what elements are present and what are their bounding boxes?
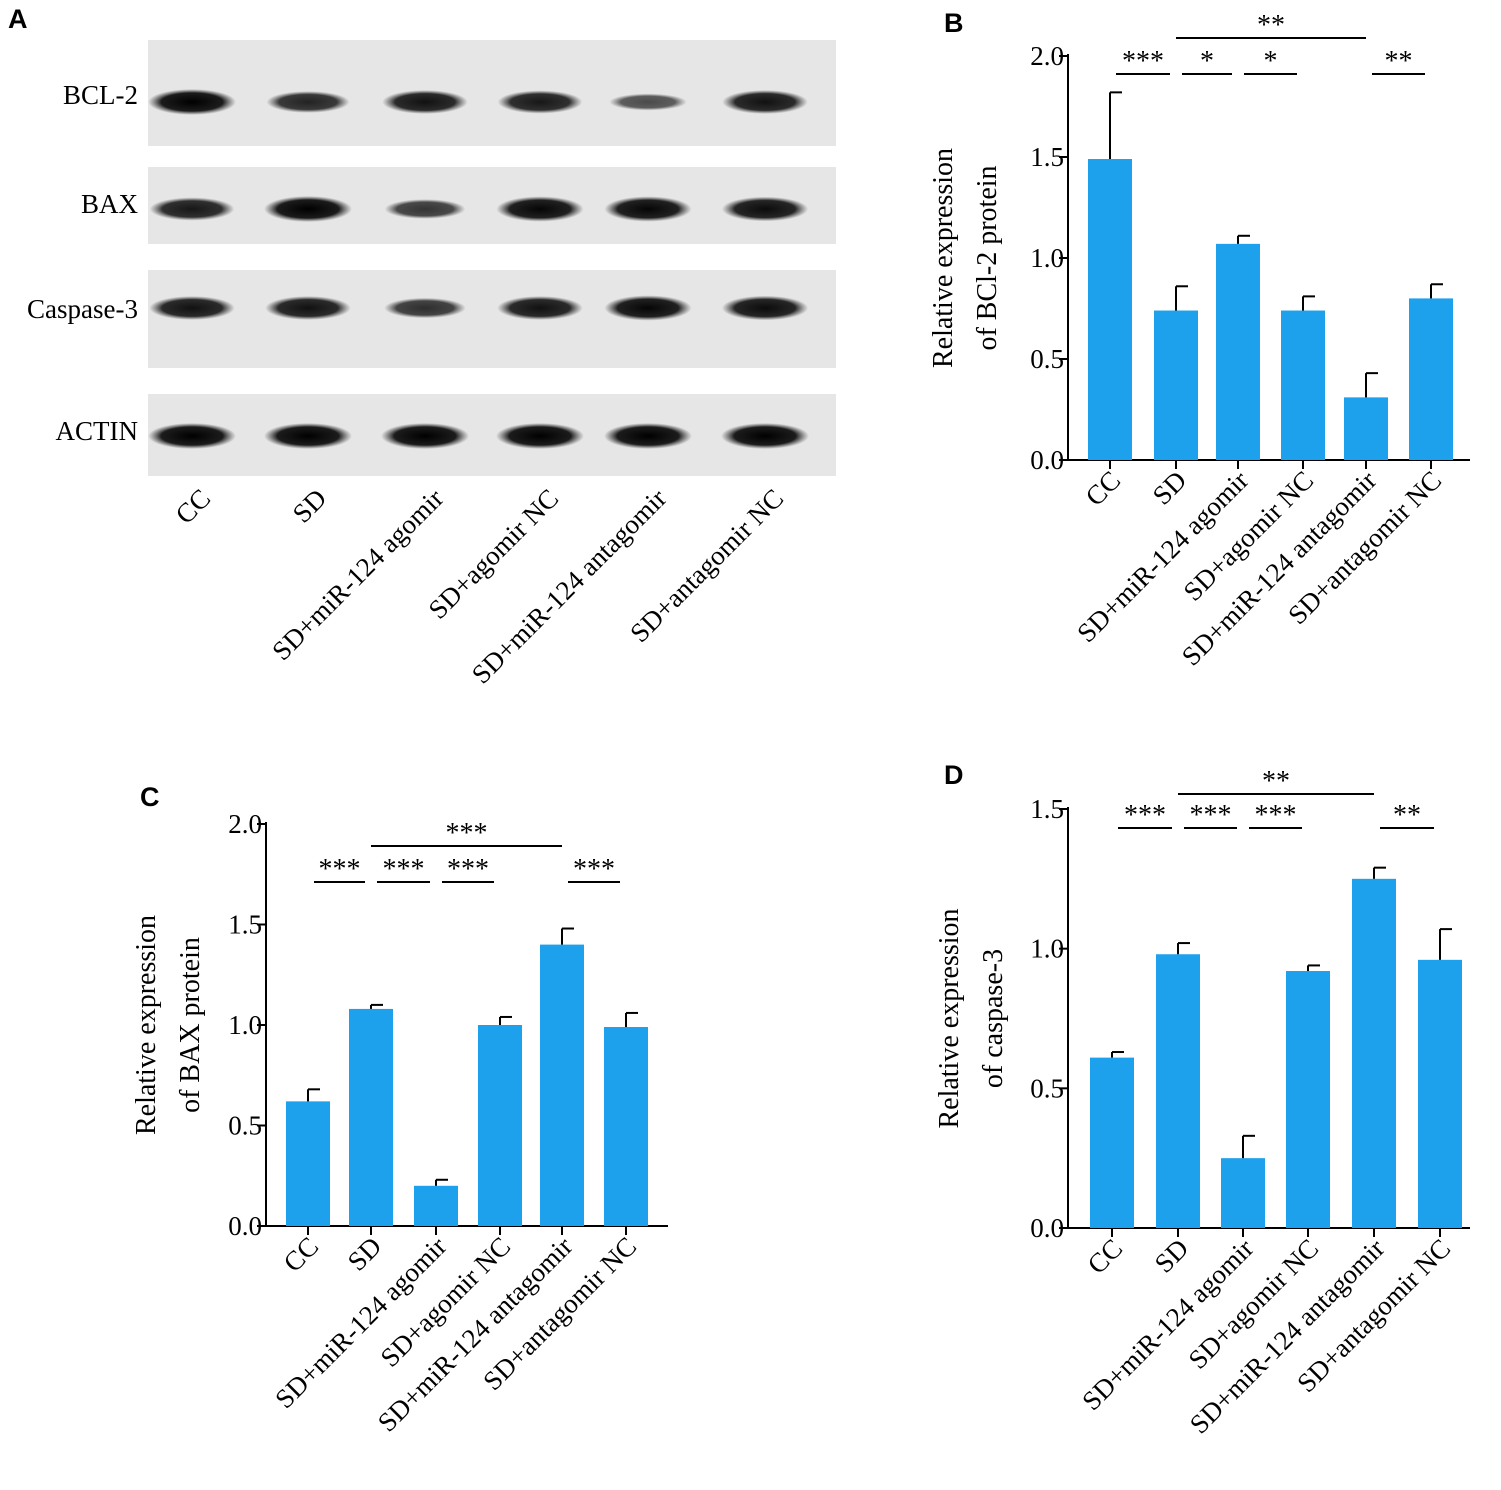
blot-protein-label: BCL-2 (63, 80, 138, 110)
blot-band (609, 93, 687, 111)
blot-band (721, 295, 809, 321)
panel-label-c: C (140, 782, 160, 812)
significance-label: *** (1124, 800, 1166, 831)
blot-protein-label: BAX (81, 189, 139, 219)
y-tick-label: 1.0 (228, 1010, 262, 1040)
blot-band (149, 296, 235, 320)
panel-label-a: A (8, 4, 28, 34)
y-tick-label: 2.0 (228, 809, 262, 839)
blot-strip-0 (148, 40, 836, 146)
y-tick-label: 1.5 (228, 910, 262, 940)
significance-label: * (1200, 46, 1214, 77)
y-axis-label: Relative expression (934, 908, 965, 1128)
bar-sd-mir-124-antagomir (1344, 397, 1388, 460)
blot-band (722, 90, 808, 114)
blot-band (148, 423, 236, 449)
x-tick-label: CC (1082, 1233, 1129, 1280)
blot-band (264, 423, 352, 449)
blot-strip-1 (148, 167, 836, 244)
blot-strip-2 (148, 270, 836, 368)
y-tick-label: 1.0 (1030, 243, 1064, 273)
y-axis-label: of caspase-3 (978, 949, 1009, 1088)
panel-label-b: B (944, 8, 964, 38)
bar-sd-mir-124-antagomir (1352, 878, 1396, 1228)
significance-label: *** (1255, 800, 1297, 831)
y-tick-label: 0.0 (228, 1211, 262, 1241)
bar-sd (1154, 310, 1198, 460)
blot-protein-label: ACTIN (56, 416, 139, 446)
blot-band (604, 196, 692, 222)
blot-band (149, 197, 235, 221)
bar-sd-mir-124-agomir (1216, 243, 1260, 460)
blot-band (496, 423, 584, 449)
bar-sd (1156, 954, 1200, 1228)
bar-cc (1090, 1057, 1134, 1228)
y-tick-label: 0.5 (1030, 344, 1064, 374)
significance-label: *** (383, 854, 425, 885)
bar-sd (349, 1008, 393, 1226)
blot-protein-label: Caspase-3 (27, 294, 138, 324)
significance-label: *** (446, 818, 488, 849)
bar-cc (1088, 159, 1132, 460)
bar-sd-agomir-nc (1286, 971, 1330, 1228)
y-axis-label: of BCl-2 protein (972, 165, 1003, 350)
blot-band (497, 296, 583, 320)
blot-band (721, 196, 809, 222)
blot-band (381, 423, 469, 449)
y-tick-label: 1.0 (1030, 934, 1064, 964)
bar-cc (286, 1101, 330, 1226)
bar-sd-antagomir-nc (604, 1027, 648, 1226)
y-tick-label: 0.5 (228, 1111, 262, 1141)
blot-band (497, 90, 583, 114)
significance-label: * (1264, 46, 1278, 77)
x-tick-label: SD (1149, 1233, 1195, 1279)
blot-band (264, 196, 352, 222)
bar-sd-agomir-nc (478, 1025, 522, 1226)
significance-label: ** (1262, 766, 1290, 797)
significance-label: *** (1122, 46, 1164, 77)
bar-sd-antagomir-nc (1409, 298, 1453, 460)
blot-band (148, 89, 236, 115)
y-axis-label: Relative expression (131, 915, 162, 1135)
significance-label: *** (573, 854, 615, 885)
bar-sd-mir-124-agomir (1221, 1158, 1265, 1228)
blot-band (721, 423, 809, 449)
y-axis-label: Relative expression (928, 148, 959, 368)
blot-band (604, 423, 692, 449)
bar-sd-mir-124-antagomir (540, 944, 584, 1226)
blot-band (604, 295, 692, 321)
blot-band (382, 90, 468, 114)
significance-label: ** (1393, 800, 1421, 831)
blot-band (384, 297, 466, 319)
significance-label: *** (1190, 800, 1232, 831)
y-tick-label: 1.5 (1030, 794, 1064, 824)
significance-label: *** (447, 854, 489, 885)
blot-band (266, 91, 350, 113)
y-tick-label: 1.5 (1030, 142, 1064, 172)
blot-band (265, 296, 351, 320)
blot-band (384, 199, 466, 219)
y-tick-label: 2.0 (1030, 41, 1064, 71)
bar-sd-mir-124-agomir (414, 1185, 458, 1226)
bar-sd-antagomir-nc (1418, 959, 1462, 1228)
y-tick-label: 0.0 (1030, 445, 1064, 475)
blot-band (496, 196, 584, 222)
y-tick-label: 0.5 (1030, 1073, 1064, 1103)
significance-label: *** (319, 854, 361, 885)
significance-label: ** (1385, 46, 1413, 77)
panel-label-d: D (944, 760, 964, 790)
y-tick-label: 0.0 (1030, 1213, 1064, 1243)
significance-label: ** (1257, 10, 1285, 41)
y-axis-label: of BAX protein (175, 937, 206, 1113)
bar-sd-agomir-nc (1281, 310, 1325, 460)
